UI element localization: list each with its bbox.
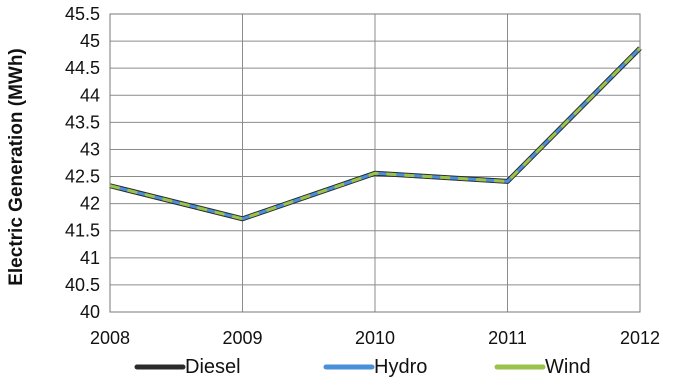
legend-item-hydro: Hydro [323, 356, 427, 378]
y-tick-labels: 40 40.5 41 41.5 42 42.5 43 43.5 44 44.5 45 45.5 [65, 4, 100, 322]
y-tick-label: 43.5 [65, 112, 100, 132]
y-tick-label: 42 [80, 194, 100, 214]
y-tick-label: 43 [80, 139, 100, 159]
grid [109, 13, 641, 313]
y-tick-label: 44 [80, 85, 100, 105]
y-tick-label: 41.5 [65, 221, 100, 241]
y-tick-label: 40.5 [65, 275, 100, 295]
y-tick-label: 40 [80, 302, 100, 322]
y-axis-label: Electric Generation (MWh) [6, 48, 27, 286]
x-tick-label: 2008 [90, 328, 130, 348]
x-tick-label: 2009 [222, 328, 262, 348]
y-tick-label: 45.5 [65, 4, 100, 24]
legend-label: Diesel [185, 356, 241, 378]
series-lines [109, 46, 642, 222]
x-tick-label: 2010 [355, 328, 395, 348]
x-tick-label: 2011 [488, 328, 527, 348]
plot-frame [109, 13, 641, 313]
legend-label: Hydro [374, 356, 427, 378]
y-tick-label: 44.5 [65, 58, 100, 78]
x-tick-label: 2012 [620, 328, 660, 348]
y-tick-label: 41 [80, 248, 100, 268]
legend-label: Wind [545, 356, 591, 378]
legend: Diesel Hydro Wind [134, 356, 591, 378]
y-tick-label: 45 [80, 31, 100, 51]
y-tick-label: 42.5 [65, 167, 100, 187]
legend-item-wind: Wind [494, 356, 591, 378]
legend-item-diesel: Diesel [134, 356, 241, 378]
x-tick-labels: 2008 2009 2010 2011 2012 [90, 328, 660, 348]
